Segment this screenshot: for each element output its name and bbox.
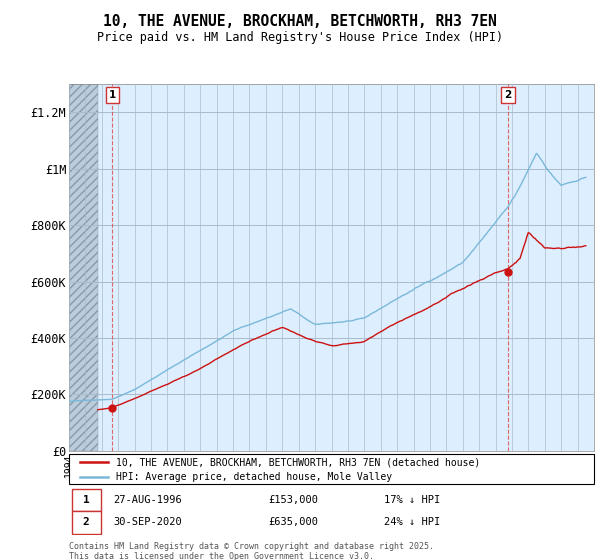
Bar [71, 511, 101, 534]
Text: 10, THE AVENUE, BROCKHAM, BETCHWORTH, RH3 7EN: 10, THE AVENUE, BROCKHAM, BETCHWORTH, RH… [103, 14, 497, 29]
Bar [71, 489, 101, 511]
Text: £153,000: £153,000 [269, 495, 319, 505]
Text: 30-SEP-2020: 30-SEP-2020 [113, 517, 182, 528]
Text: 1: 1 [109, 90, 116, 100]
Text: 10, THE AVENUE, BROCKHAM, BETCHWORTH, RH3 7EN (detached house): 10, THE AVENUE, BROCKHAM, BETCHWORTH, RH… [116, 457, 481, 467]
Text: 17% ↓ HPI: 17% ↓ HPI [384, 495, 440, 505]
Text: 2: 2 [504, 90, 511, 100]
Bar [69, 84, 98, 451]
Text: 1: 1 [83, 495, 89, 505]
Text: 27-AUG-1996: 27-AUG-1996 [113, 495, 182, 505]
Text: HPI: Average price, detached house, Mole Valley: HPI: Average price, detached house, Mole… [116, 472, 392, 482]
Text: This data is licensed under the Open Government Licence v3.0.: This data is licensed under the Open Gov… [69, 552, 374, 560]
Text: Contains HM Land Registry data © Crown copyright and database right 2025.: Contains HM Land Registry data © Crown c… [69, 542, 434, 551]
Text: Price paid vs. HM Land Registry's House Price Index (HPI): Price paid vs. HM Land Registry's House … [97, 31, 503, 44]
Text: 24% ↓ HPI: 24% ↓ HPI [384, 517, 440, 528]
Bar [69, 84, 98, 451]
Text: 2: 2 [83, 517, 89, 528]
Text: £635,000: £635,000 [269, 517, 319, 528]
